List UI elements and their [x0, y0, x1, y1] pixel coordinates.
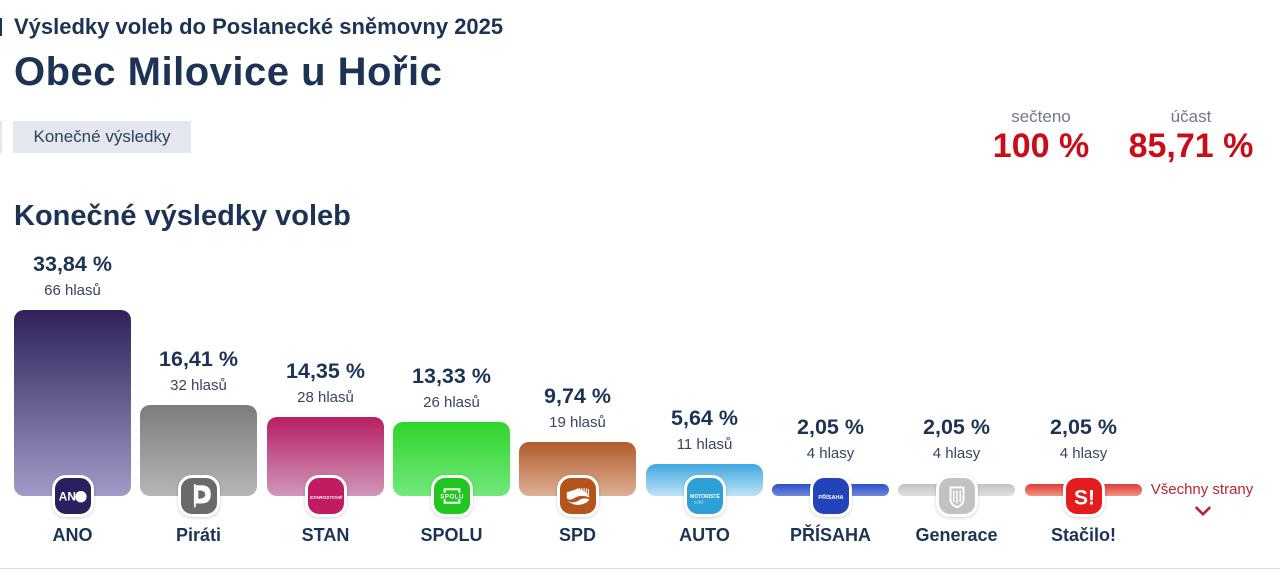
svg-text:AN: AN — [58, 490, 75, 504]
svg-text:STAROSTOVÉ: STAROSTOVÉ — [309, 493, 342, 501]
svg-text:sobě: sobě — [694, 500, 704, 505]
svg-text:MOTORISTÉ: MOTORISTÉ — [690, 492, 720, 500]
svg-text:PŘÍSAHA: PŘÍSAHA — [818, 493, 843, 501]
svg-text:SPOLU: SPOLU — [440, 493, 464, 500]
svg-text:S!: S! — [1074, 487, 1095, 510]
